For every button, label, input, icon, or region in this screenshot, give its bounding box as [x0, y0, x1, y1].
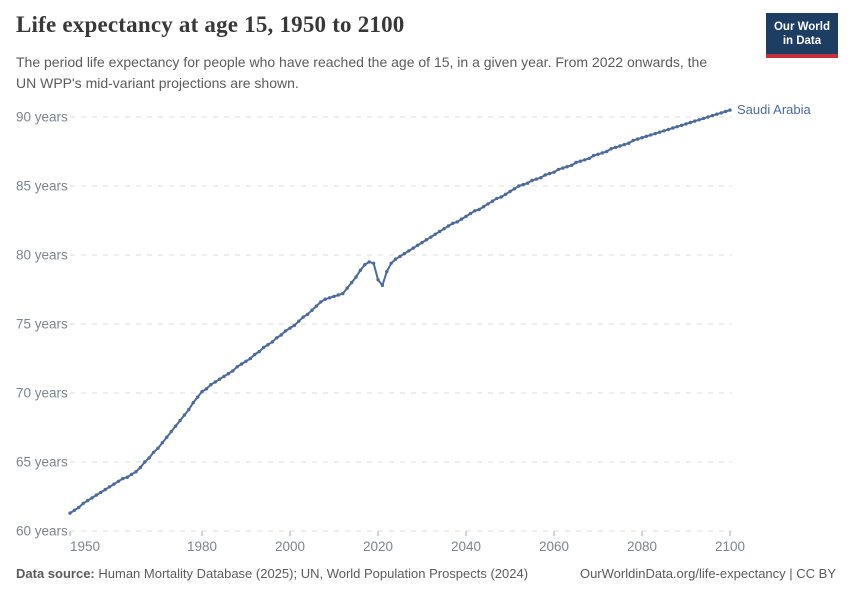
- svg-text:2020: 2020: [363, 539, 393, 554]
- owid-logo-line1: Our World: [773, 21, 830, 33]
- svg-text:2040: 2040: [451, 539, 481, 554]
- chart-area: 60 years 65 years 70 years 75 years 80 years…: [0, 95, 850, 565]
- svg-text:85 years: 85 years: [16, 179, 68, 194]
- svg-text:2080: 2080: [627, 539, 657, 554]
- license-label: CC BY: [796, 566, 836, 581]
- y-axis-labels: 60 years 65 years 70 years 75 years 80 years…: [16, 110, 68, 539]
- svg-text:2000: 2000: [275, 539, 305, 554]
- entity-label: Saudi Arabia: [737, 102, 811, 117]
- svg-text:80 years: 80 years: [16, 248, 68, 263]
- svg-text:75 years: 75 years: [16, 317, 68, 332]
- owid-url-link[interactable]: OurWorldinData.org/life-expectancy: [579, 566, 786, 581]
- svg-text:90 years: 90 years: [16, 110, 68, 125]
- x-axis: 1950 1980 2000 2020 2040 2060 2080 2100: [69, 531, 745, 554]
- gridlines: [70, 116, 732, 532]
- data-source-text: Human Mortality Database (2025); UN, Wor…: [98, 566, 529, 581]
- credit: OurWorldinData.org/life-expectancy | CC …: [580, 566, 836, 581]
- svg-text:1950: 1950: [70, 539, 100, 554]
- data-source-label: Data source:: [16, 566, 95, 581]
- owid-logo[interactable]: Our World in Data: [765, 13, 838, 58]
- svg-text:2100: 2100: [715, 539, 745, 554]
- svg-text:70 years: 70 years: [16, 386, 68, 401]
- chart-title: Life expectancy at age 15, 1950 to 2100: [16, 12, 405, 37]
- line-chart: 60 years 65 years 70 years 75 years 80 years…: [16, 102, 811, 554]
- trend-line: [69, 109, 731, 515]
- credit-separator: |: [785, 566, 797, 581]
- chart-subtitle: The period life expectancy for people wh…: [16, 54, 708, 91]
- svg-text:60 years: 60 years: [16, 524, 68, 539]
- series-saudi-arabia: [68, 108, 732, 515]
- svg-text:1980: 1980: [187, 539, 217, 554]
- svg-text:65 years: 65 years: [16, 455, 68, 470]
- chart-footer: Data source: Human Mortality Database (2…: [16, 566, 836, 581]
- data-source: Data source: Human Mortality Database (2…: [16, 566, 528, 581]
- svg-text:2060: 2060: [539, 539, 569, 554]
- owid-logo-line2: in Data: [782, 35, 822, 48]
- data-points: [68, 108, 732, 515]
